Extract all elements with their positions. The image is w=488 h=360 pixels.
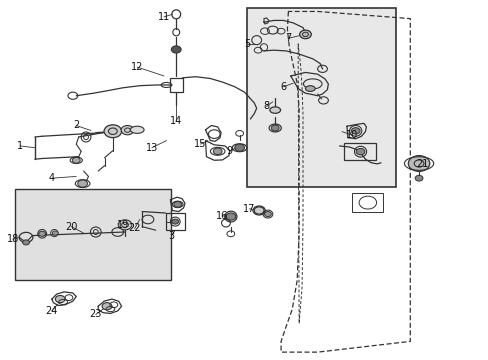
Circle shape	[121, 126, 134, 135]
Text: 5: 5	[244, 39, 249, 49]
Text: 8: 8	[263, 102, 269, 112]
Text: 18: 18	[7, 234, 19, 244]
Text: 2: 2	[73, 121, 79, 130]
Circle shape	[55, 296, 65, 303]
Text: 23: 23	[89, 310, 102, 319]
Circle shape	[102, 303, 112, 310]
Text: 7: 7	[285, 33, 291, 43]
Bar	[165, 213, 184, 230]
Bar	[344, 143, 375, 160]
Text: 11: 11	[158, 12, 170, 22]
Text: 10: 10	[345, 130, 357, 140]
Circle shape	[350, 128, 359, 134]
Text: 3: 3	[168, 231, 174, 240]
Text: 21: 21	[415, 159, 428, 169]
Circle shape	[407, 156, 429, 171]
Text: 19: 19	[116, 220, 128, 230]
Circle shape	[78, 180, 87, 187]
Text: 6: 6	[280, 82, 286, 92]
Ellipse shape	[269, 107, 280, 113]
Circle shape	[171, 46, 181, 53]
Circle shape	[22, 240, 29, 245]
Text: 9: 9	[226, 146, 232, 156]
Text: 15: 15	[194, 139, 206, 149]
Circle shape	[271, 125, 279, 131]
Circle shape	[173, 202, 181, 207]
Text: 24: 24	[45, 306, 58, 316]
Bar	[246, 8, 395, 187]
Text: 17: 17	[243, 204, 255, 214]
Circle shape	[213, 148, 222, 154]
Text: 16: 16	[216, 211, 228, 221]
Text: 1: 1	[17, 141, 23, 151]
Bar	[351, 193, 383, 212]
Bar	[15, 189, 171, 280]
Circle shape	[355, 148, 364, 155]
Circle shape	[414, 175, 422, 181]
Text: 22: 22	[128, 224, 141, 233]
Ellipse shape	[130, 126, 144, 134]
Text: 12: 12	[131, 62, 143, 72]
Circle shape	[104, 125, 122, 138]
Ellipse shape	[252, 206, 264, 215]
Circle shape	[225, 213, 235, 220]
Circle shape	[264, 212, 271, 217]
Text: 4: 4	[49, 173, 55, 183]
Circle shape	[72, 157, 80, 163]
Text: 20: 20	[65, 222, 78, 231]
Circle shape	[299, 30, 311, 39]
Circle shape	[52, 231, 58, 235]
Circle shape	[39, 231, 45, 236]
Circle shape	[171, 219, 178, 224]
Text: 13: 13	[145, 143, 158, 153]
Text: 14: 14	[170, 116, 182, 126]
Circle shape	[118, 220, 132, 230]
Bar	[170, 78, 182, 92]
Circle shape	[234, 144, 244, 151]
Ellipse shape	[305, 86, 315, 91]
